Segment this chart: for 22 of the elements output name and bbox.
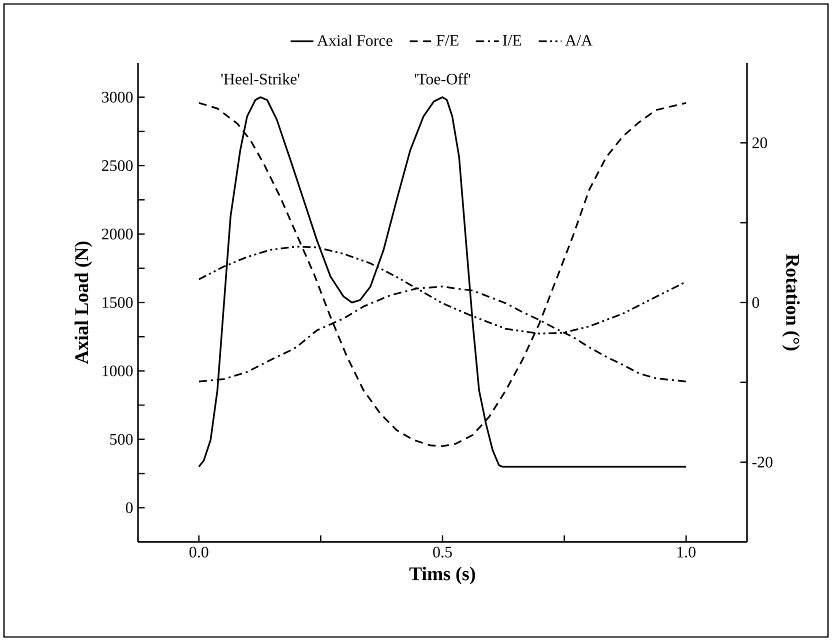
x-tick-label: 1.0 (678, 546, 696, 558)
y-tick-label: 2000 (102, 228, 133, 240)
annotation: 'Heel-Strike' (221, 73, 300, 84)
y-tick-label: 3000 (102, 92, 133, 103)
y-tick-label: 0 (126, 502, 133, 514)
x-axis-title: Tims (s) (409, 566, 476, 584)
legend-label: I/E (502, 34, 522, 46)
legend-label: Axial Force (317, 34, 392, 46)
y2-tick-label: 20 (752, 137, 768, 148)
y-tick-label: 2500 (102, 160, 133, 172)
x-tick-label: 0.5 (433, 546, 452, 558)
y-tick-label: 500 (110, 434, 133, 445)
y2-tick-label: 0 (752, 297, 760, 308)
x-tick-label: 0.0 (190, 546, 208, 558)
legend-label: A/A (565, 34, 592, 46)
y-tick-label: 1000 (102, 366, 133, 376)
legend-label: F/E (436, 34, 458, 46)
y2-axis-title: Rotation (°) (782, 254, 800, 350)
y-tick-label: 1500 (102, 297, 133, 308)
y2-tick-label: -20 (752, 456, 772, 468)
annotation: 'Toe-Off' (414, 73, 470, 84)
y-axis-title: Axial Load (N) (74, 242, 92, 364)
